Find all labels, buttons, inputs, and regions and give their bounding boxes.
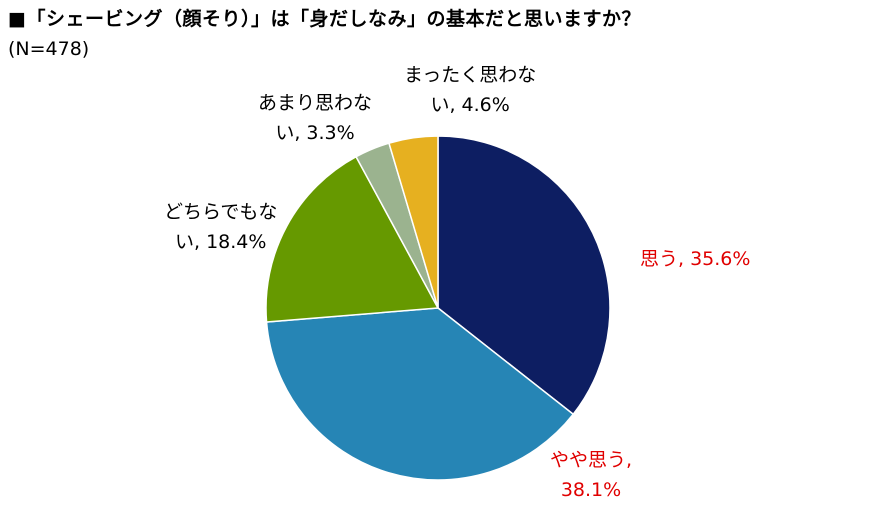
slice-label-dochira-demo-nai: どちらでもな い, 18.4% <box>164 201 278 253</box>
slice-label-yaya-omou: やや思う, 38.1% <box>550 449 633 501</box>
chart-title: ■「シェービング（顔そり）」は「身だしなみ」の基本だと思いますか？ <box>8 8 641 30</box>
pie-slice-s5 <box>388 135 439 309</box>
slice-label-amari-omowanai: あまり思わな い, 3.3% <box>258 92 373 144</box>
sample-size-label: (N=478) <box>8 38 90 60</box>
pie-slice-s2 <box>265 307 575 481</box>
pie-slice-s1 <box>437 135 611 416</box>
slice-label-mattaku-omowanai: まったく思わな い, 4.6% <box>404 64 537 116</box>
pie-slice-s3 <box>265 155 440 323</box>
slice-label-omou: 思う, 35.6% <box>640 248 751 270</box>
